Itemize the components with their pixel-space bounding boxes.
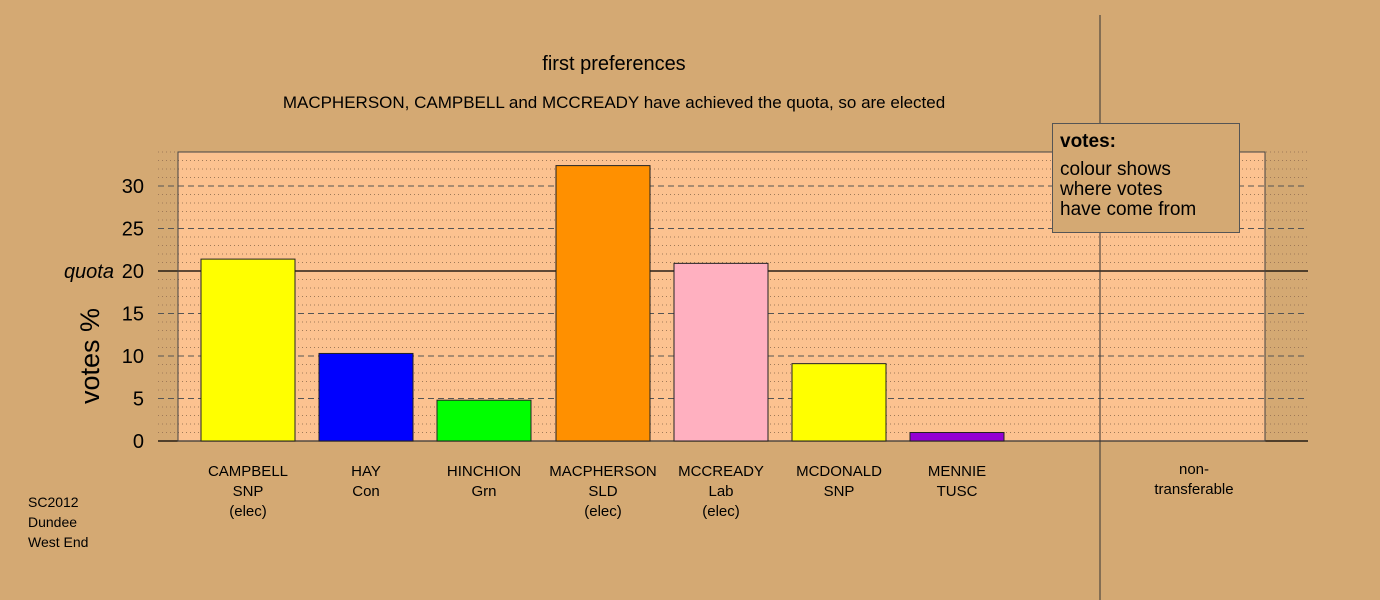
footer-line: Dundee xyxy=(28,514,78,530)
y-tick-label: 10 xyxy=(122,346,144,368)
legend-box: votes: colour shows where votes have com… xyxy=(1052,123,1240,233)
x-tick-label: SNP xyxy=(233,483,264,500)
x-tick-label: non- xyxy=(1179,461,1209,478)
y-axis-label: votes % xyxy=(75,308,105,404)
x-tick-label: MENNIE xyxy=(928,463,986,480)
chart-title: first preferences xyxy=(542,53,685,75)
x-tick-label: MCCREADY xyxy=(678,463,764,480)
x-tick-label: MCDONALD xyxy=(796,463,882,480)
quota-label: quota xyxy=(64,261,114,283)
x-tick-label: Lab xyxy=(708,483,733,500)
bar xyxy=(200,258,296,442)
bar xyxy=(555,165,651,442)
y-tick-label: 25 xyxy=(122,219,144,241)
x-labels: CAMPBELL SNP (elec) HAY Con HINCHION Grn MACPHE… xyxy=(208,461,1234,520)
x-tick-label: Grn xyxy=(471,483,496,500)
y-tick-label: 20 xyxy=(122,261,144,283)
x-tick-label: SNP xyxy=(824,483,855,500)
y-tick-label: 30 xyxy=(122,176,144,198)
x-tick-label: HINCHION xyxy=(447,463,521,480)
x-tick-label: MACPHERSON xyxy=(549,463,657,480)
legend-title: votes: xyxy=(1060,131,1116,152)
x-tick-label: (elec) xyxy=(229,503,267,520)
bar xyxy=(909,432,1005,442)
footer-line: SC2012 xyxy=(28,494,79,510)
bars xyxy=(200,165,1005,442)
bar xyxy=(436,399,532,442)
bar xyxy=(673,262,769,442)
y-tick-label: 0 xyxy=(133,431,144,453)
x-tick-label: CAMPBELL xyxy=(208,463,288,480)
legend-body: colour shows where votes have come from xyxy=(1060,159,1197,220)
x-tick-label: HAY xyxy=(351,463,381,480)
chart-subtitle: MACPHERSON, CAMPBELL and MCCREADY have a… xyxy=(283,93,945,112)
x-tick-label: SLD xyxy=(588,483,617,500)
bar xyxy=(791,363,887,442)
footer-info: SC2012 Dundee West End xyxy=(28,492,88,552)
x-tick-label: transferable xyxy=(1154,481,1233,498)
y-tick-label: 5 xyxy=(133,389,144,411)
x-tick-label: TUSC xyxy=(937,483,978,500)
y-axis: 0 5 10 15 20 25 30 quota xyxy=(64,176,144,453)
x-tick-label: (elec) xyxy=(702,503,740,520)
bar xyxy=(318,352,414,442)
x-tick-label: (elec) xyxy=(584,503,622,520)
footer-line: West End xyxy=(28,534,89,550)
x-tick-label: Con xyxy=(352,483,380,500)
y-tick-label: 15 xyxy=(122,304,144,326)
